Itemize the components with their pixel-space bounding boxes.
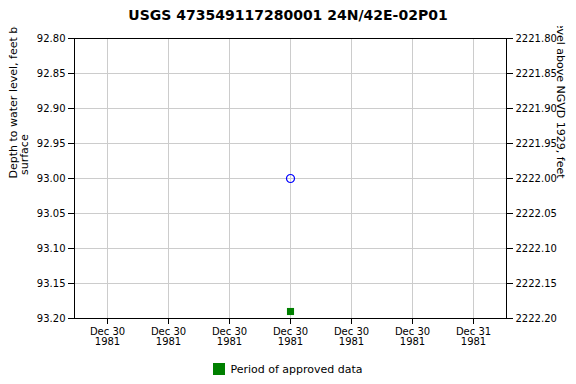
svg-text:Dec 301981: Dec 301981 xyxy=(151,326,186,347)
svg-text:2222.05: 2222.05 xyxy=(516,208,557,219)
svg-text:2222.00: 2222.00 xyxy=(516,173,557,184)
svg-text:Dec 301981: Dec 301981 xyxy=(273,326,308,347)
svg-text:2222.15: 2222.15 xyxy=(516,278,557,289)
svg-text:2221.90: 2221.90 xyxy=(516,103,557,114)
svg-text:2221.85: 2221.85 xyxy=(516,68,557,79)
svg-text:92.80: 92.80 xyxy=(37,33,66,44)
html-text:Period of approved data: Period of approved data xyxy=(230,362,363,376)
svg-text:Depth to water level, feet bel: Depth to water level, feet below land su… xyxy=(7,26,31,179)
svg-text:92.95: 92.95 xyxy=(37,138,66,149)
svg-text:93.05: 93.05 xyxy=(37,208,66,219)
svg-text:93.20: 93.20 xyxy=(37,313,66,324)
svg-text:92.85: 92.85 xyxy=(37,68,66,79)
svg-text:93.00: 93.00 xyxy=(37,173,66,184)
svg-text:93.15: 93.15 xyxy=(37,278,66,289)
svg-text:Dec 301981: Dec 301981 xyxy=(334,326,369,347)
svg-text:2222.10: 2222.10 xyxy=(516,243,557,254)
svg-text:2221.80: 2221.80 xyxy=(516,33,557,44)
svg-text:Dec 301981: Dec 301981 xyxy=(90,326,125,347)
svg-text:Dec 301981: Dec 301981 xyxy=(212,326,247,347)
svg-text:Dec 311981: Dec 311981 xyxy=(456,326,491,347)
svg-text:93.10: 93.10 xyxy=(37,243,66,254)
svg-text:2221.95: 2221.95 xyxy=(516,138,557,149)
svg-text:Dec 301981: Dec 301981 xyxy=(395,326,430,347)
svg-text:92.90: 92.90 xyxy=(37,103,66,114)
svg-text:Groundwater level above NGVD 1: Groundwater level above NGVD 1929, feet xyxy=(554,26,567,179)
html-text:USGS 473549117280001 24N/42E-0: USGS 473549117280001 24N/42E-02P01 xyxy=(128,7,448,23)
svg-text:2222.20: 2222.20 xyxy=(516,313,557,324)
